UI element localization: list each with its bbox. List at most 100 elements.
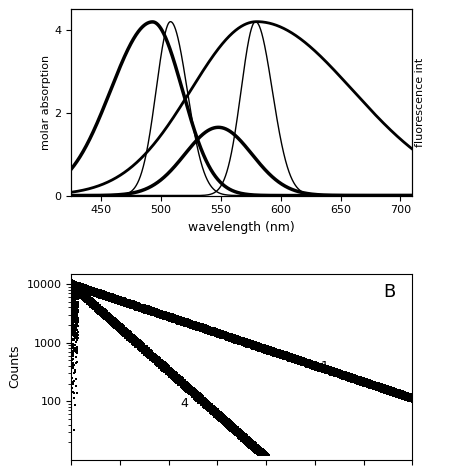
Point [83,288,91,295]
Point [315,362,323,370]
Point [291,356,298,363]
Point [126,298,134,305]
Point [179,316,187,324]
Point [333,370,340,378]
Point [145,307,152,315]
Point [213,328,220,336]
Point [155,364,163,372]
Point [86,299,94,306]
Point [181,320,189,328]
Point [315,367,322,374]
Point [409,392,416,400]
Point [357,374,365,382]
Point [73,282,81,290]
Point [179,315,186,322]
Point [118,296,126,303]
Point [343,373,350,381]
Point [181,318,189,326]
Point [341,369,348,377]
Point [119,326,127,333]
Point [162,367,170,375]
Point [69,278,77,285]
Point [136,301,143,309]
Point [97,287,104,295]
Point [129,303,137,310]
Point [231,338,239,346]
Point [103,308,110,316]
Point [144,302,151,310]
Point [259,448,267,456]
Point [203,405,210,412]
Point [125,328,132,336]
Point [76,283,83,291]
Point [292,357,300,365]
Point [305,360,313,367]
Point [222,333,230,340]
Point [77,287,85,294]
Point [71,297,78,305]
Point [68,292,75,300]
Point [78,287,86,294]
Point [230,338,237,346]
Point [397,392,405,400]
Point [211,404,219,412]
Point [248,344,256,351]
Point [103,312,110,320]
Point [252,345,259,352]
Point [236,432,243,440]
Point [119,322,127,330]
Point [336,370,344,378]
Point [79,291,86,298]
Point [173,314,180,321]
Point [190,322,198,330]
Point [73,281,81,289]
Point [294,359,301,367]
Point [282,353,289,360]
Point [87,288,94,296]
Point [246,437,253,444]
Point [256,343,264,351]
Point [166,316,173,323]
Point [146,308,153,316]
Point [318,361,325,368]
Point [72,283,79,291]
Point [154,356,161,363]
Point [270,345,278,353]
Point [238,336,246,343]
Point [309,362,317,369]
Point [408,391,415,398]
Point [158,359,165,366]
Point [104,312,111,320]
Point [161,314,169,322]
Point [236,429,244,437]
Point [101,312,109,320]
Point [280,349,287,356]
Point [171,371,178,379]
Point [90,286,97,294]
Point [403,392,410,400]
Point [280,354,287,361]
Point [200,395,208,402]
Point [157,360,164,367]
Point [339,369,346,377]
Point [166,373,174,380]
Point [103,311,110,319]
Point [121,325,129,333]
Point [231,331,238,339]
Point [155,360,163,367]
Point [126,304,134,311]
Point [86,300,94,307]
Point [78,286,86,294]
Point [70,307,78,314]
Point [320,366,328,374]
Point [298,354,306,362]
Point [172,318,179,325]
Point [393,387,401,395]
Point [369,383,377,391]
Point [238,340,246,347]
Point [257,344,265,351]
Point [154,309,161,316]
Point [142,305,149,312]
Point [138,307,146,315]
Point [111,315,118,322]
